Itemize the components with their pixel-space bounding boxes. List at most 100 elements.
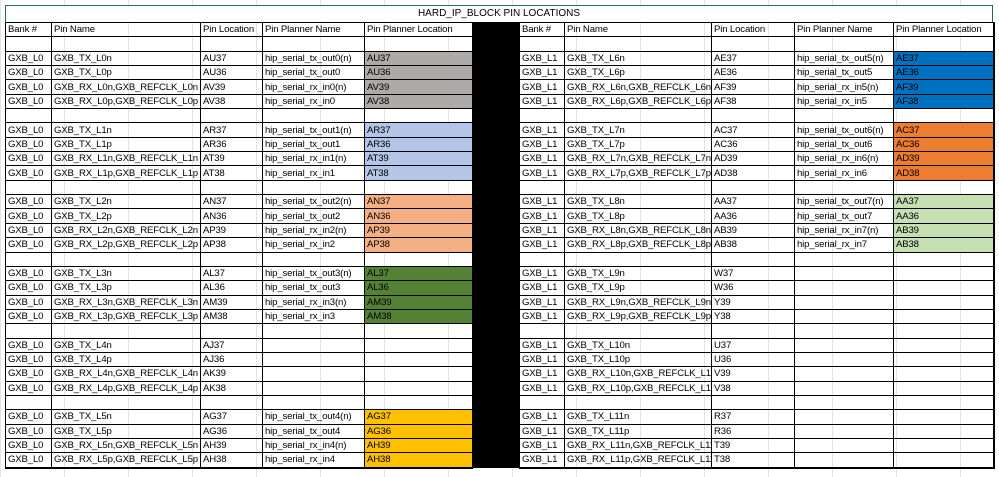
pin-location-cell[interactable]: Y38 xyxy=(711,308,795,325)
pin-name-cell[interactable]: GXB_TX_L9p xyxy=(564,280,712,296)
empty-cell[interactable] xyxy=(711,108,795,124)
pin-planner-name-cell[interactable]: hip_serial_rx_in7(n) xyxy=(794,222,894,239)
empty-cell[interactable] xyxy=(711,251,795,267)
pin-location-cell[interactable]: T38 xyxy=(711,452,795,469)
bank-cell[interactable]: GXB_L0 xyxy=(5,380,52,396)
pin-planner-location-cell[interactable]: AF39 xyxy=(893,79,994,95)
pin-planner-name-cell[interactable] xyxy=(794,437,894,454)
bank-cell[interactable]: GXB_L0 xyxy=(5,65,52,81)
pin-planner-location-cell[interactable] xyxy=(893,337,994,353)
pin-location-cell[interactable]: AG37 xyxy=(200,409,263,425)
pin-location-cell[interactable]: AR36 xyxy=(200,136,263,153)
pin-planner-name-cell[interactable]: hip_serial_rx_in4 xyxy=(262,452,365,469)
pin-planner-name-cell[interactable]: hip_serial_rx_in1(n) xyxy=(262,151,365,167)
empty-cell[interactable] xyxy=(51,323,201,339)
pin-planner-name-cell[interactable]: hip_serial_rx_in0 xyxy=(262,93,365,110)
pin-name-cell[interactable]: GXB_TX_L1n xyxy=(51,122,201,138)
pin-planner-name-cell[interactable]: hip_serial_tx_out2 xyxy=(262,208,365,224)
empty-cell[interactable] xyxy=(262,108,365,124)
bank-cell[interactable]: GXB_L0 xyxy=(5,165,52,181)
pin-planner-name-cell[interactable]: hip_serial_tx_out1 xyxy=(262,136,365,153)
empty-cell[interactable] xyxy=(564,251,712,267)
pin-planner-name-cell[interactable]: hip_serial_tx_out4(n) xyxy=(262,409,365,425)
pin-name-cell[interactable]: GXB_RX_L10p,GXB_REFCLK_L10p xyxy=(564,380,712,396)
pin-location-cell[interactable]: AP38 xyxy=(200,237,263,253)
pin-planner-location-cell[interactable]: AT38 xyxy=(364,165,473,181)
bank-cell[interactable]: GXB_L1 xyxy=(519,79,565,95)
pin-name-cell[interactable]: GXB_TX_L10n xyxy=(564,337,712,353)
pin-name-cell[interactable]: GXB_TX_L7p xyxy=(564,136,712,153)
empty-cell[interactable] xyxy=(262,251,365,267)
bank-cell[interactable]: GXB_L0 xyxy=(5,423,52,439)
bank-cell[interactable]: GXB_L1 xyxy=(519,122,565,138)
empty-cell[interactable] xyxy=(200,323,263,339)
pin-planner-name-cell[interactable]: hip_serial_rx_in2 xyxy=(262,237,365,253)
pin-planner-name-cell[interactable]: hip_serial_tx_out7(n) xyxy=(794,194,894,210)
empty-cell[interactable] xyxy=(364,108,473,124)
header-bank[interactable]: Bank # xyxy=(5,21,52,38)
pin-location-cell[interactable]: AV39 xyxy=(200,79,263,95)
pin-planner-name-cell[interactable]: hip_serial_rx_in3 xyxy=(262,308,365,325)
pin-planner-location-cell[interactable] xyxy=(893,280,994,296)
pin-planner-name-cell[interactable]: hip_serial_tx_out5 xyxy=(794,65,894,81)
pin-location-cell[interactable]: AJ36 xyxy=(200,351,263,368)
bank-cell[interactable]: GXB_L1 xyxy=(519,437,565,454)
pin-planner-name-cell[interactable]: hip_serial_rx_in7 xyxy=(794,237,894,253)
pin-location-cell[interactable]: AG36 xyxy=(200,423,263,439)
pin-location-cell[interactable]: AH38 xyxy=(200,452,263,469)
bank-cell[interactable]: GXB_L0 xyxy=(5,437,52,454)
pin-location-cell[interactable]: W37 xyxy=(711,265,795,282)
pin-location-cell[interactable]: AT38 xyxy=(200,165,263,181)
empty-cell[interactable] xyxy=(200,36,263,52)
bank-cell[interactable]: GXB_L1 xyxy=(519,237,565,253)
pin-name-cell[interactable]: GXB_TX_L2p xyxy=(51,208,201,224)
pin-planner-location-cell[interactable]: AM38 xyxy=(364,308,473,325)
bank-cell[interactable]: GXB_L1 xyxy=(519,208,565,224)
bank-cell[interactable]: GXB_L1 xyxy=(519,50,565,67)
pin-planner-name-cell[interactable]: hip_serial_tx_out3(n) xyxy=(262,265,365,282)
pin-location-cell[interactable]: AH39 xyxy=(200,437,263,454)
pin-location-cell[interactable]: AB39 xyxy=(711,222,795,239)
pin-planner-name-cell[interactable] xyxy=(794,366,894,382)
bank-cell[interactable]: GXB_L0 xyxy=(5,280,52,296)
pin-location-cell[interactable]: U36 xyxy=(711,351,795,368)
bank-cell[interactable]: GXB_L0 xyxy=(5,50,52,67)
pin-location-cell[interactable]: R36 xyxy=(711,423,795,439)
pin-planner-name-cell[interactable] xyxy=(794,294,894,310)
bank-cell[interactable]: GXB_L1 xyxy=(519,151,565,167)
pin-planner-location-cell[interactable]: AU37 xyxy=(364,50,473,67)
bank-cell[interactable]: GXB_L0 xyxy=(5,409,52,425)
pin-name-cell[interactable]: GXB_RX_L6p,GXB_REFCLK_L6p xyxy=(564,93,712,110)
empty-cell[interactable] xyxy=(794,179,894,196)
bank-cell[interactable]: GXB_L0 xyxy=(5,366,52,382)
bank-cell[interactable]: GXB_L0 xyxy=(5,151,52,167)
pin-name-cell[interactable]: GXB_TX_L5p xyxy=(51,423,201,439)
pin-planner-name-cell[interactable]: hip_serial_tx_out5(n) xyxy=(794,50,894,67)
pin-location-cell[interactable]: AK38 xyxy=(200,380,263,396)
empty-cell[interactable] xyxy=(711,36,795,52)
pin-planner-name-cell[interactable] xyxy=(262,366,365,382)
pin-location-cell[interactable]: Y39 xyxy=(711,294,795,310)
pin-planner-name-cell[interactable] xyxy=(794,265,894,282)
bank-cell[interactable]: GXB_L1 xyxy=(519,366,565,382)
pin-name-cell[interactable]: GXB_RX_L5n,GXB_REFCLK_L5n xyxy=(51,437,201,454)
empty-cell[interactable] xyxy=(5,108,52,124)
pin-name-cell[interactable]: GXB_TX_L8p xyxy=(564,208,712,224)
pin-planner-name-cell[interactable]: hip_serial_rx_in1 xyxy=(262,165,365,181)
empty-cell[interactable] xyxy=(711,394,795,411)
empty-cell[interactable] xyxy=(893,108,994,124)
bank-cell[interactable]: GXB_L1 xyxy=(519,280,565,296)
pin-name-cell[interactable]: GXB_TX_L1p xyxy=(51,136,201,153)
pin-name-cell[interactable]: GXB_RX_L2n,GXB_REFCLK_L2n xyxy=(51,222,201,239)
pin-planner-location-cell[interactable]: AV38 xyxy=(364,93,473,110)
pin-name-cell[interactable]: GXB_RX_L4n,GXB_REFCLK_L4n xyxy=(51,366,201,382)
pin-name-cell[interactable]: GXB_RX_L8p,GXB_REFCLK_L8p xyxy=(564,237,712,253)
empty-cell[interactable] xyxy=(200,251,263,267)
pin-name-cell[interactable]: GXB_RX_L11p,GXB_REFCLK_L11p xyxy=(564,452,712,469)
empty-cell[interactable] xyxy=(893,36,994,52)
bank-cell[interactable]: GXB_L0 xyxy=(5,452,52,469)
empty-cell[interactable] xyxy=(794,36,894,52)
pin-location-cell[interactable]: AU37 xyxy=(200,50,263,67)
pin-planner-location-cell[interactable]: AE36 xyxy=(893,65,994,81)
bank-cell[interactable]: GXB_L1 xyxy=(519,265,565,282)
